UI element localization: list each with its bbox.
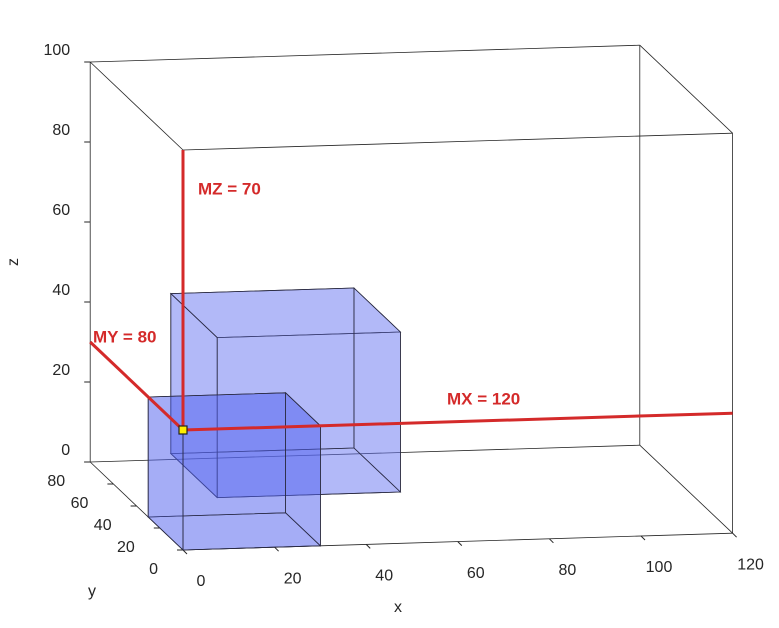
x-tick [274, 546, 279, 552]
distance-line [182, 411, 733, 432]
x-tick [457, 541, 463, 546]
x-tick-label: 100 [646, 559, 673, 576]
box-face [285, 391, 321, 547]
x-tick-label: 20 [284, 570, 302, 587]
x-axis-label: x [394, 599, 402, 616]
y-tick-label: 20 [117, 539, 135, 556]
y-axis-label: y [88, 583, 96, 600]
distance-label: MX = 120 [447, 389, 520, 408]
z-tick-label: 0 [61, 442, 70, 459]
z-tick-label: 60 [52, 202, 70, 219]
x-tick [732, 532, 737, 538]
axis-box-edge [639, 44, 733, 134]
x-tick [365, 544, 371, 549]
axis-box-edge [639, 444, 733, 534]
y-tick-label: 40 [94, 517, 112, 534]
x-tick [549, 538, 554, 544]
axis-box-edge [89, 61, 184, 151]
y-tick-label: 60 [71, 495, 89, 512]
x-tick-label: 0 [197, 573, 206, 590]
axis-box-edge [182, 132, 733, 151]
x-tick-label: 40 [375, 568, 393, 585]
distance-label: MZ = 70 [198, 179, 261, 198]
x-tick-label: 60 [467, 565, 485, 582]
box-face [353, 287, 401, 493]
y-tick-label: 80 [47, 473, 65, 490]
z-tick-label: 40 [52, 282, 70, 299]
x-tick [640, 535, 646, 541]
x-tick-label: 80 [559, 562, 577, 579]
x-tick [182, 549, 188, 555]
y-tick-label: 0 [149, 561, 158, 578]
z-tick-label: 100 [43, 42, 70, 59]
distance-label: MY = 80 [93, 327, 156, 346]
axis-box-edge [90, 444, 640, 463]
point [178, 425, 188, 435]
z-tick-label: 20 [52, 362, 70, 379]
z-tick-label: 80 [52, 122, 70, 139]
x-tick-label: 120 [737, 556, 764, 573]
z-axis-label: z [5, 258, 22, 266]
axis-box-edge [90, 44, 640, 63]
distance-line [89, 340, 185, 432]
